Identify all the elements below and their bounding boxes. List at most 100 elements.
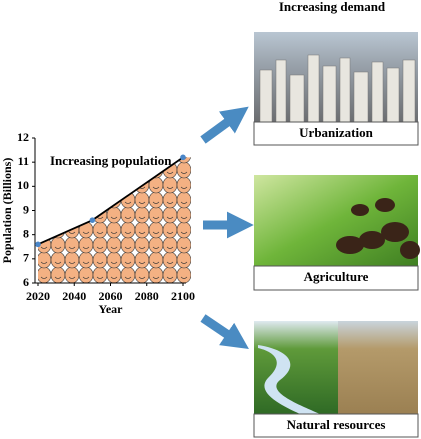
smile — [124, 261, 132, 264]
face — [38, 176, 52, 194]
face — [106, 176, 122, 194]
smile — [166, 171, 174, 174]
x-tick-label: 2020 — [26, 289, 50, 303]
caption-box — [253, 265, 419, 291]
face — [38, 266, 52, 283]
smile — [40, 261, 48, 264]
smile — [138, 231, 146, 234]
smile — [152, 231, 160, 234]
cattle — [336, 198, 420, 259]
face — [176, 206, 191, 224]
face — [38, 191, 52, 209]
smile — [152, 276, 160, 279]
arrow — [200, 314, 249, 350]
face — [79, 132, 93, 148]
face — [134, 206, 150, 224]
face — [92, 266, 108, 283]
face — [106, 266, 122, 283]
smile — [55, 142, 61, 144]
agriculture-panel: Agriculture — [253, 175, 420, 291]
x-axis-label: Year — [99, 302, 124, 316]
x-tick-label: 2080 — [135, 289, 159, 303]
smile — [110, 246, 118, 249]
face — [148, 191, 164, 209]
y-tick-label: 8 — [23, 226, 29, 240]
smile — [96, 246, 104, 249]
face — [134, 236, 150, 254]
face — [162, 266, 178, 283]
face — [176, 236, 191, 254]
face — [50, 176, 66, 194]
smile — [166, 231, 174, 234]
smile — [82, 246, 90, 249]
smile — [82, 186, 90, 189]
smile — [82, 201, 90, 204]
smile — [41, 142, 47, 144]
farm-image — [254, 175, 418, 266]
face — [177, 132, 191, 148]
smile — [54, 186, 62, 189]
smile — [68, 186, 76, 189]
smile — [96, 276, 104, 279]
smile — [152, 246, 160, 249]
smile — [166, 261, 174, 264]
face — [78, 236, 94, 254]
face — [106, 221, 122, 239]
smile — [82, 231, 90, 234]
smile — [180, 171, 188, 174]
smile — [54, 171, 62, 174]
face — [176, 191, 191, 209]
smile — [54, 261, 62, 264]
face — [135, 132, 149, 148]
face — [106, 251, 122, 269]
smile — [111, 142, 117, 144]
smile — [139, 142, 145, 144]
data-point — [35, 241, 41, 248]
caption: Agriculture — [304, 269, 369, 284]
smile — [110, 186, 118, 189]
y-axis-label: Population (Billions) — [0, 158, 14, 264]
caption-box — [253, 121, 419, 146]
smile — [40, 201, 48, 204]
face — [176, 161, 191, 179]
smile — [40, 246, 48, 249]
smile — [82, 261, 90, 264]
y-tick-label: 11 — [18, 154, 29, 168]
smile — [54, 201, 62, 204]
river-image — [254, 321, 338, 414]
population-chart: 6 7 8 9 10 11 12 2020 2040 2060 2080 2100 Year Popula… — [0, 130, 195, 316]
smile — [68, 246, 76, 249]
face — [64, 176, 80, 194]
smile — [180, 201, 188, 204]
face — [149, 132, 163, 148]
smile — [152, 201, 160, 204]
smile — [82, 276, 90, 279]
chart-title: Increasing population — [50, 153, 172, 168]
face — [64, 251, 80, 269]
y-tick-label: 12 — [17, 130, 29, 144]
smile — [166, 276, 174, 279]
face — [120, 251, 136, 269]
smile — [138, 201, 146, 204]
face — [162, 176, 178, 194]
smile — [54, 246, 62, 249]
buildings — [259, 54, 416, 123]
smile — [96, 231, 104, 234]
face — [78, 266, 94, 283]
face — [134, 191, 150, 209]
face — [162, 236, 178, 254]
smile — [68, 201, 76, 204]
y-tick-label: 10 — [17, 178, 29, 192]
smile — [152, 171, 160, 174]
face — [176, 266, 191, 283]
smile — [110, 231, 118, 234]
y-tick-label: 6 — [23, 275, 29, 289]
face — [92, 176, 108, 194]
smile — [40, 276, 48, 279]
smile — [152, 261, 160, 264]
face — [64, 266, 80, 283]
face — [176, 251, 191, 269]
face — [50, 266, 66, 283]
smile — [124, 231, 132, 234]
